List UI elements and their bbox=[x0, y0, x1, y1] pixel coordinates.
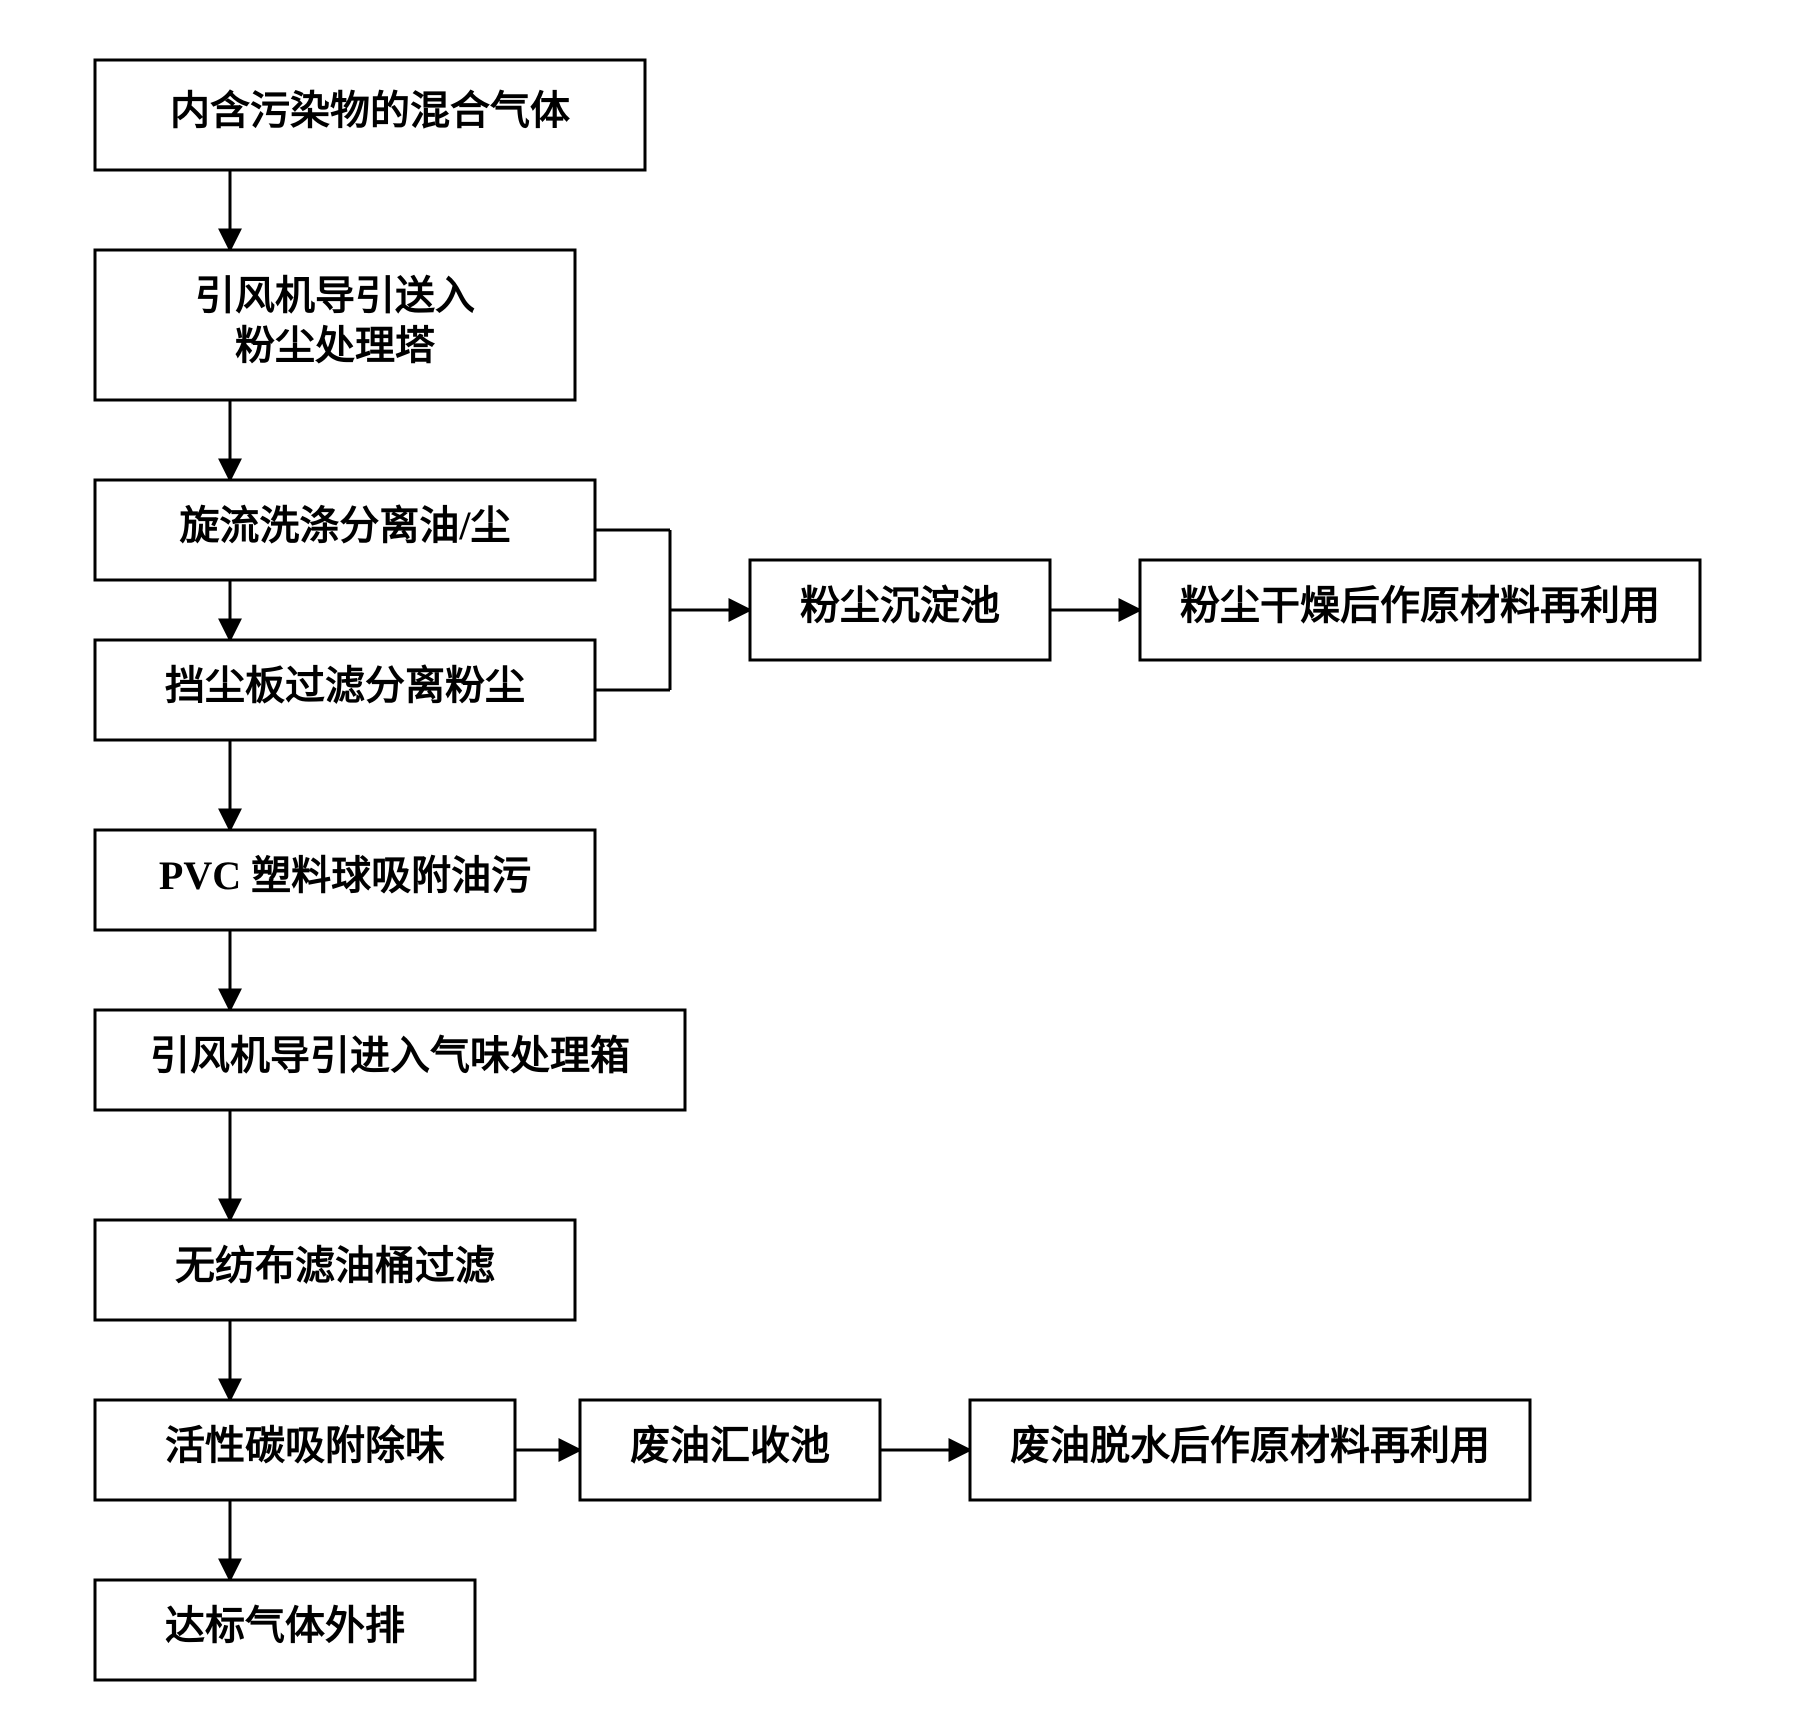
flowchart-canvas: 内含污染物的混合气体引风机导引送入粉尘处理塔旋流洗涤分离油/尘挡尘板过滤分离粉尘… bbox=[0, 0, 1802, 1714]
flow-node-label: PVC 塑料球吸附油污 bbox=[159, 853, 531, 898]
flow-node-label: 引风机导引送入 bbox=[195, 273, 475, 318]
nodes-group: 内含污染物的混合气体引风机导引送入粉尘处理塔旋流洗涤分离油/尘挡尘板过滤分离粉尘… bbox=[95, 60, 1700, 1680]
flow-node-n2: 引风机导引送入粉尘处理塔 bbox=[95, 250, 575, 400]
flow-node-n12: 废油汇收池 bbox=[580, 1400, 880, 1500]
flow-node-label: 无纺布滤油桶过滤 bbox=[175, 1243, 495, 1288]
flow-node-label: 引风机导引进入气味处理箱 bbox=[150, 1033, 630, 1078]
flow-node-label: 旋流洗涤分离油/尘 bbox=[179, 503, 510, 548]
flow-node-n13: 废油脱水后作原材料再利用 bbox=[970, 1400, 1530, 1500]
flow-node-n1: 内含污染物的混合气体 bbox=[95, 60, 645, 170]
flow-node-n4: 挡尘板过滤分离粉尘 bbox=[95, 640, 595, 740]
flow-node-label: 活性碳吸附除味 bbox=[165, 1423, 445, 1468]
flow-node-label: 废油汇收池 bbox=[630, 1423, 830, 1468]
flow-node-n9: 达标气体外排 bbox=[95, 1580, 475, 1680]
flow-node-n3: 旋流洗涤分离油/尘 bbox=[95, 480, 595, 580]
flow-node-n11: 粉尘干燥后作原材料再利用 bbox=[1140, 560, 1700, 660]
flow-node-n7: 无纺布滤油桶过滤 bbox=[95, 1220, 575, 1320]
flow-node-label: 粉尘沉淀池 bbox=[800, 583, 1000, 628]
flow-node-label: 内含污染物的混合气体 bbox=[170, 88, 570, 133]
flow-node-label: 挡尘板过滤分离粉尘 bbox=[165, 663, 525, 708]
flow-node-n6: 引风机导引进入气味处理箱 bbox=[95, 1010, 685, 1110]
flow-node-n8: 活性碳吸附除味 bbox=[95, 1400, 515, 1500]
flow-node-label: 达标气体外排 bbox=[165, 1603, 405, 1648]
flow-node-n5: PVC 塑料球吸附油污 bbox=[95, 830, 595, 930]
flow-node-label: 粉尘干燥后作原材料再利用 bbox=[1180, 583, 1660, 628]
flow-node-label: 粉尘处理塔 bbox=[235, 323, 436, 368]
flow-node-label: 废油脱水后作原材料再利用 bbox=[1010, 1423, 1490, 1468]
flow-node-n10: 粉尘沉淀池 bbox=[750, 560, 1050, 660]
